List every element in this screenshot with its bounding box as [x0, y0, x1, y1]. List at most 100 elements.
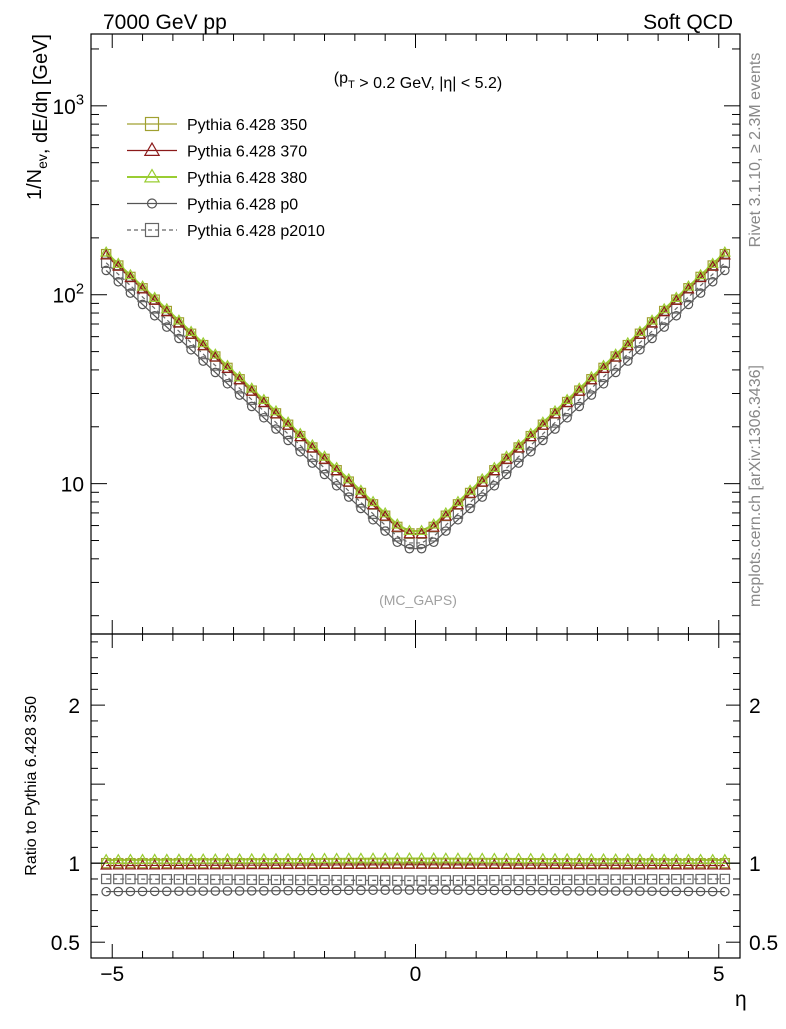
series-line-ratio [106, 878, 725, 882]
data-point-top [621, 336, 634, 348]
data-point-top [694, 271, 707, 283]
data-point-ratio [561, 858, 574, 870]
data-point-top [257, 396, 270, 408]
data-point-ratio [659, 886, 669, 897]
series-line-top [105, 254, 726, 535]
cut-annotation: (pT > 0.2 GeV, |η| < 5.2) [334, 70, 502, 92]
data-point-top [172, 317, 186, 328]
data-point-ratio [658, 858, 671, 870]
data-point-top [451, 498, 465, 510]
data-point-top [391, 521, 404, 532]
data-point-ratio [342, 852, 355, 863]
data-point-top [415, 527, 428, 539]
data-point-top [512, 438, 525, 450]
data-point-top [561, 396, 574, 408]
data-point-ratio [210, 886, 221, 896]
data-point-top [573, 385, 586, 396]
data-point-ratio [465, 885, 475, 896]
data-point-top [658, 302, 671, 314]
data-point-top [645, 317, 659, 328]
y-tick-label-top: 102 [52, 281, 84, 307]
analysis-tag: (MC_GAPS) [379, 592, 457, 608]
data-point-ratio [295, 885, 306, 896]
data-point-top [221, 362, 234, 374]
data-point-top [282, 419, 295, 430]
data-point-ratio [161, 874, 173, 885]
data-point-ratio [477, 875, 488, 886]
data-point-ratio [172, 858, 186, 870]
data-point-top [391, 518, 404, 529]
data-point-ratio [403, 858, 416, 869]
data-point-ratio [476, 858, 489, 869]
data-point-top [488, 464, 501, 476]
data-point-ratio [197, 858, 210, 870]
data-point-top [403, 524, 416, 536]
data-point-ratio [536, 852, 549, 864]
data-point-top [307, 458, 318, 468]
data-point-ratio [306, 852, 319, 864]
data-point-top [476, 472, 489, 484]
data-point-top [125, 288, 136, 298]
axes [90, 33, 741, 959]
data-point-top [222, 378, 233, 389]
data-point-ratio [524, 858, 537, 870]
data-point-ratio [148, 853, 161, 864]
data-point-top [379, 510, 392, 521]
data-point-top [124, 268, 137, 280]
data-point-top [404, 543, 415, 554]
data-point-ratio [598, 886, 609, 896]
data-point-top [621, 339, 634, 351]
data-point-ratio [269, 852, 283, 864]
data-point-top [269, 407, 283, 419]
legend-item: Pythia 6.428 350 [127, 116, 307, 134]
data-point-top [354, 484, 368, 495]
data-point-top [366, 495, 380, 507]
data-point-ratio [550, 885, 560, 896]
data-point-ratio [416, 875, 427, 886]
data-point-ratio [585, 858, 598, 870]
y-tick-label-top: 10 [61, 474, 84, 497]
data-point-ratio [186, 886, 196, 896]
data-point-ratio [597, 852, 610, 864]
y-tick-label-bottom: 1 [68, 853, 80, 876]
data-point-top [318, 453, 331, 464]
data-point-ratio [343, 885, 354, 896]
data-point-top [683, 299, 694, 310]
data-point-top [524, 427, 537, 439]
data-point-top [162, 322, 172, 332]
data-point-ratio [695, 886, 706, 897]
data-point-ratio [707, 873, 718, 885]
data-point-ratio [707, 886, 718, 897]
data-point-ratio [222, 874, 233, 885]
data-point-ratio [245, 858, 258, 870]
data-point-ratio [610, 874, 621, 885]
data-point-top [100, 246, 113, 257]
data-point-top [597, 362, 610, 374]
data-point-top [550, 424, 560, 434]
series-lines [105, 251, 726, 893]
data-point-ratio [597, 858, 610, 870]
data-point-ratio [609, 852, 622, 864]
data-point-top [597, 359, 610, 370]
data-point-top [622, 356, 633, 366]
data-point-top [573, 382, 586, 393]
data-point-ratio [647, 886, 657, 897]
data-point-ratio [622, 886, 633, 896]
data-point-top [294, 430, 307, 442]
data-point-ratio [148, 858, 161, 870]
data-point-top [586, 390, 597, 400]
data-point-ratio [209, 858, 222, 870]
data-point-top [294, 427, 307, 439]
data-point-top [671, 310, 682, 321]
header-category: Soft QCD [643, 11, 733, 34]
data-point-top [318, 450, 331, 461]
data-point-ratio [718, 853, 731, 865]
data-point-ratio [658, 874, 670, 885]
data-point-ratio [537, 857, 549, 869]
data-point-top [609, 348, 622, 359]
data-point-top [463, 484, 477, 495]
data-point-ratio [671, 874, 682, 885]
legend-item: Pythia 6.428 370 [127, 141, 307, 161]
data-point-ratio [343, 875, 354, 886]
data-point-ratio [404, 875, 415, 886]
